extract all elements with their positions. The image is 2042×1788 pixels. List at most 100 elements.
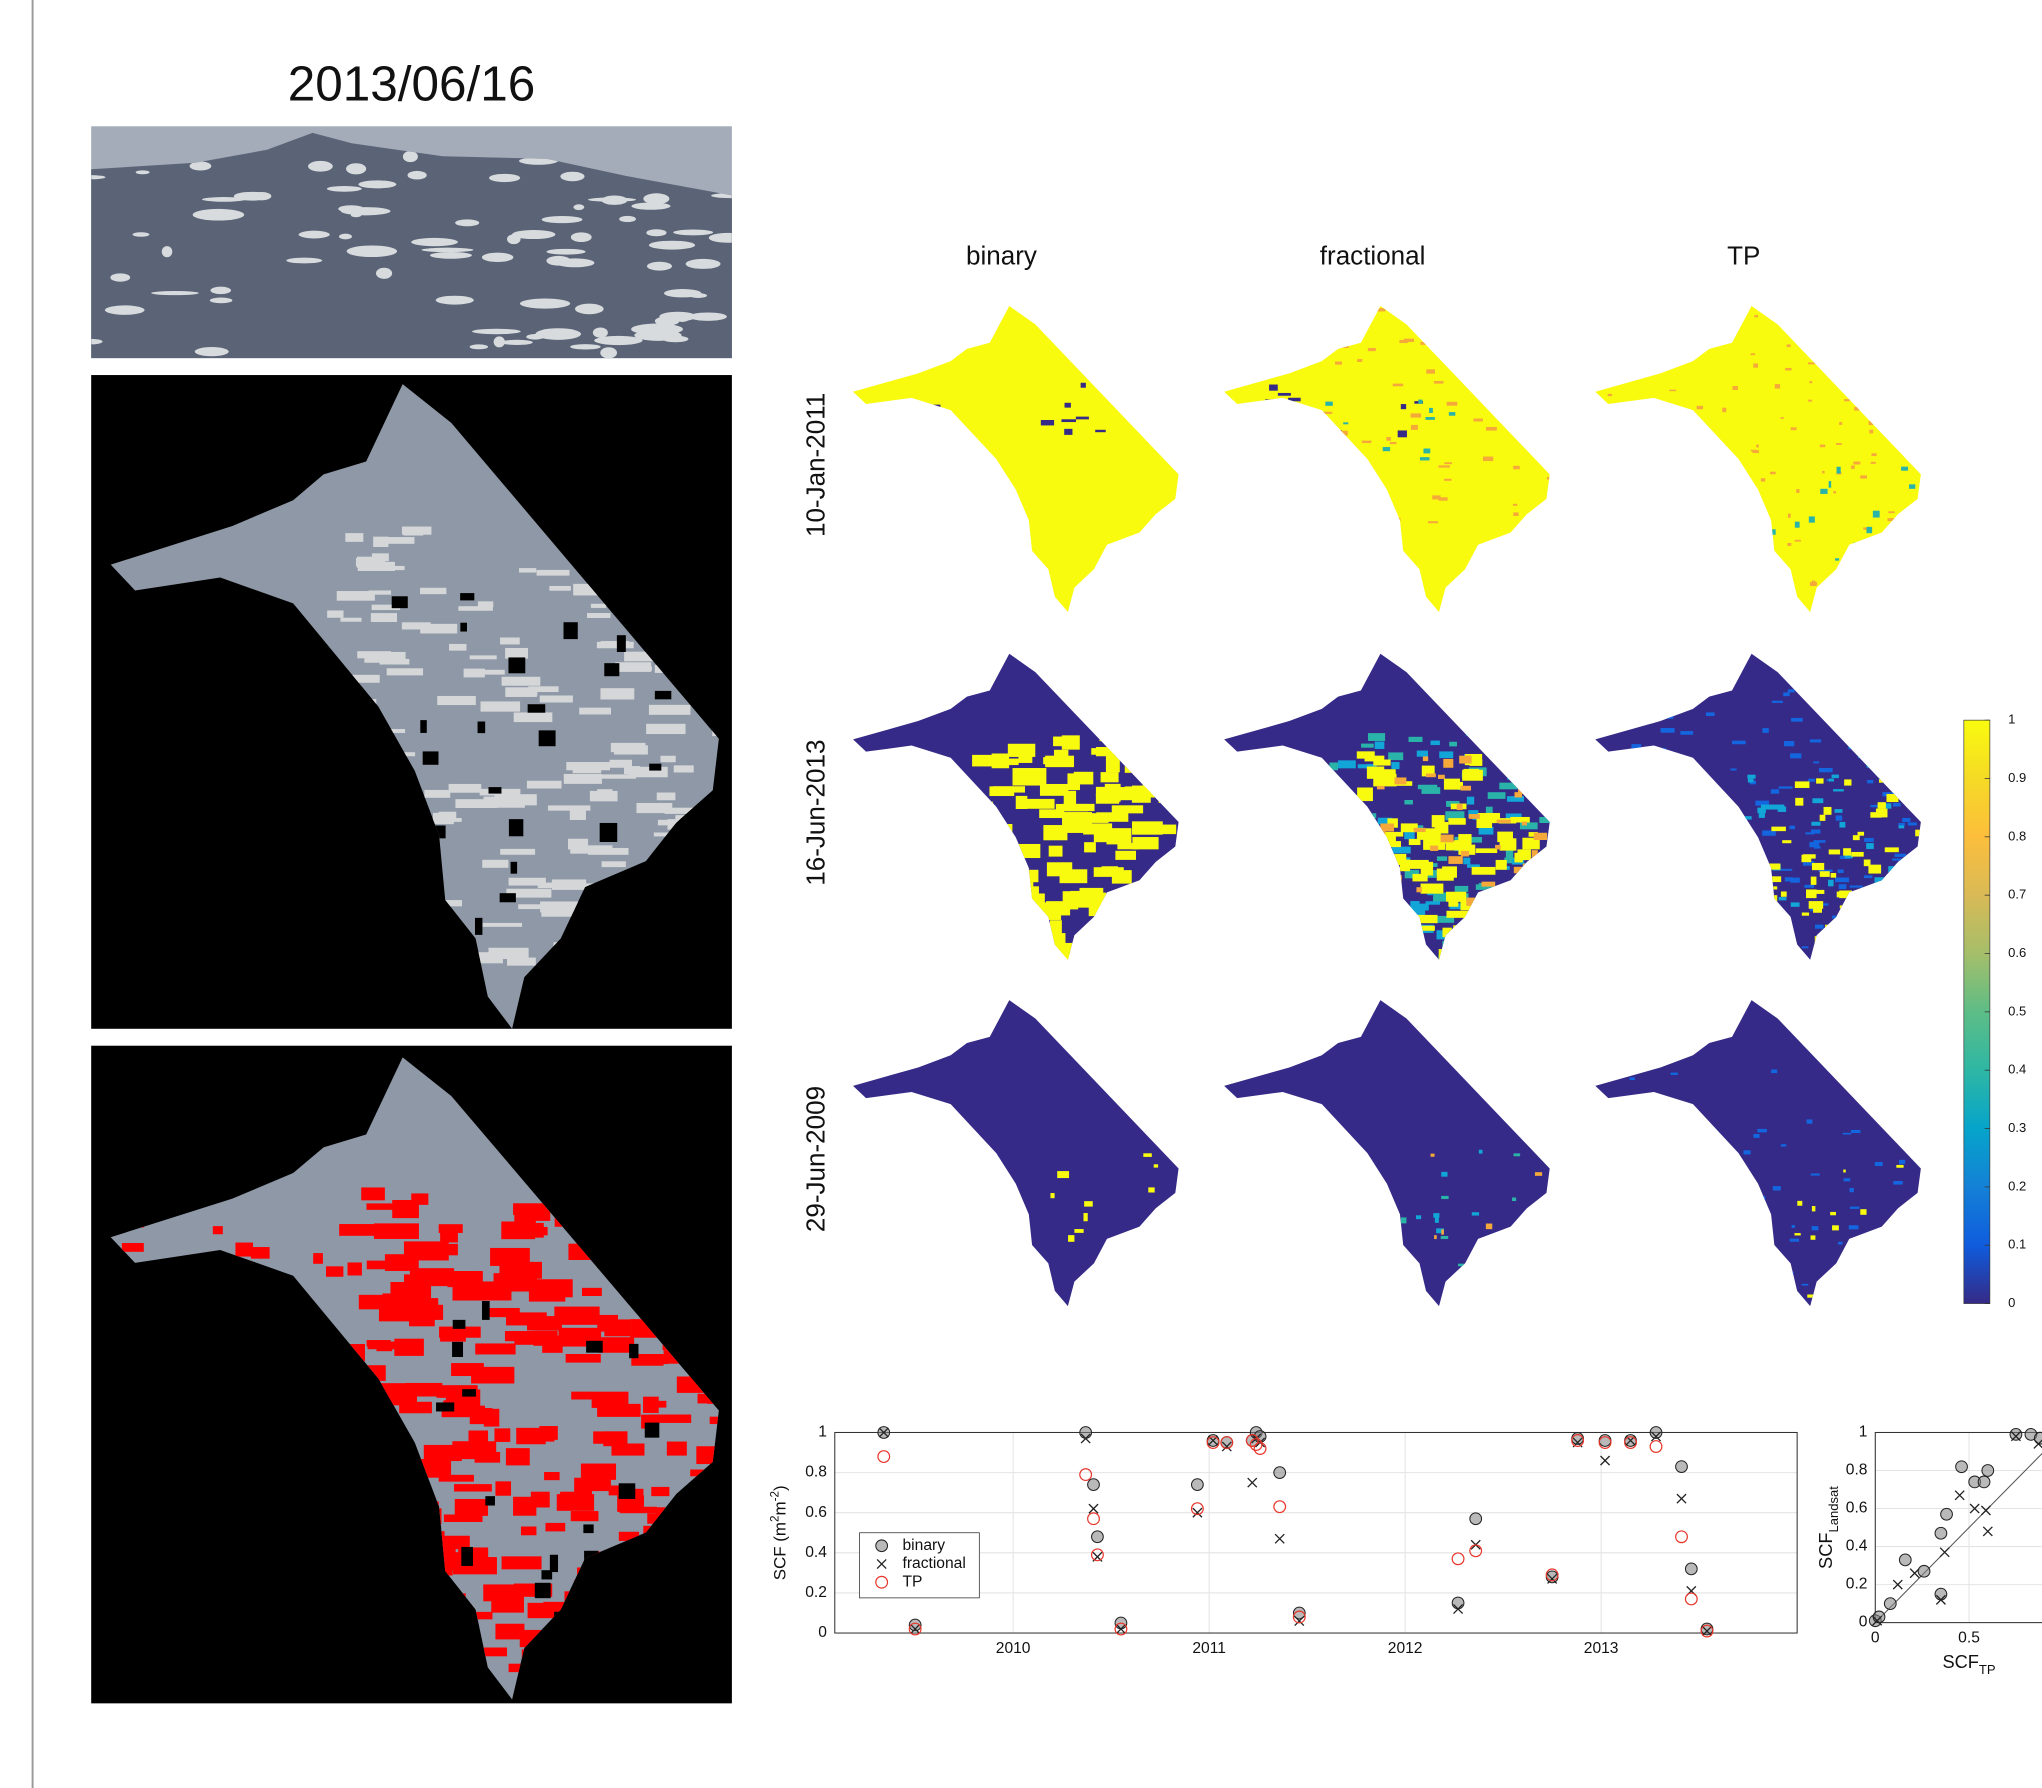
map-patch: [1417, 1274, 1422, 1281]
map-patch: [1614, 425, 1619, 427]
snow-streak: [403, 151, 418, 162]
map-patch: [1399, 934, 1416, 946]
map-patch: [1918, 809, 1929, 814]
map-patch: [1862, 546, 1866, 550]
map-patch: [983, 864, 996, 870]
snow-streak: [327, 186, 362, 192]
map-patch: [531, 1492, 550, 1508]
map-patch: [1688, 1230, 1694, 1232]
map-patch: [1858, 570, 1863, 574]
map-patch: [1265, 461, 1274, 465]
map-patch: [1823, 949, 1829, 955]
map-patch: [1492, 891, 1507, 899]
map-patch: [1420, 457, 1430, 460]
map-patch: [1504, 1304, 1508, 1307]
map-patch: [1908, 765, 1918, 767]
map-patch: [1876, 902, 1882, 909]
map-panel: [1224, 654, 1571, 970]
map-patch: [1510, 762, 1528, 767]
map-patch: [1672, 560, 1677, 563]
map-patch: [1067, 773, 1080, 790]
map-patch: [1906, 1284, 1913, 1286]
map-patch: [1779, 897, 1787, 900]
map-patch: [1358, 866, 1366, 872]
map-patch: [439, 1475, 474, 1482]
map-patch: [1631, 1285, 1637, 1288]
map-patch: [674, 765, 694, 772]
map-patch: [1616, 534, 1623, 537]
map-patch: [1439, 949, 1451, 960]
map-patch: [1838, 869, 1844, 873]
map-patch: [1885, 1239, 1889, 1242]
map-patch: [494, 794, 537, 805]
map-patch: [1797, 1201, 1802, 1206]
map-patch: [1854, 407, 1860, 411]
map-patch: [1534, 767, 1542, 776]
snow-streak: [79, 175, 106, 179]
map-patch: [1095, 430, 1105, 432]
map-patch: [1848, 743, 1858, 748]
map-patch: [1894, 337, 1897, 339]
map-patch: [1438, 955, 1452, 958]
map-patch: [1341, 342, 1348, 347]
map-patch: [1775, 384, 1780, 389]
snow-streak: [455, 219, 479, 226]
map-patch: [1430, 846, 1438, 851]
map-patch: [1902, 818, 1910, 822]
map-patch: [235, 1243, 253, 1257]
map-patch: [1653, 912, 1663, 914]
map-patch: [1350, 882, 1364, 890]
map-patch: [1533, 736, 1540, 744]
snow-streak: [573, 204, 584, 210]
snow-streak: [210, 287, 231, 294]
map-patch: [1874, 940, 1882, 943]
map-patch: [1096, 906, 1118, 924]
map-patch: [1652, 437, 1658, 439]
map-patch: [1618, 566, 1625, 570]
map-patch: [981, 934, 997, 952]
snow-streak: [588, 197, 636, 201]
map-patch: [1756, 445, 1759, 448]
map-patch: [1868, 724, 1880, 728]
map-patch: [1520, 609, 1524, 614]
snow-streak: [709, 233, 747, 243]
map-patch: [1783, 692, 1789, 696]
map-patch: [1669, 390, 1676, 392]
map-patch: [1442, 928, 1451, 937]
map-patch: [424, 790, 450, 798]
map-patch: [1094, 834, 1115, 842]
map-patch: [1881, 1287, 1885, 1290]
map-patch: [1154, 1164, 1158, 1167]
map-patch: [1682, 813, 1693, 816]
map-patch: [1893, 1181, 1903, 1185]
map-patch: [1756, 1238, 1760, 1240]
map-patch: [475, 918, 482, 935]
map-patch: [1641, 570, 1644, 574]
map-patch: [1754, 315, 1758, 317]
map-patch: [1135, 928, 1148, 936]
map-patch: [454, 1484, 492, 1491]
snow-streak: [195, 347, 229, 356]
map-patch: [1042, 902, 1061, 920]
map-patch: [1488, 792, 1506, 799]
map-patch: [1804, 885, 1814, 888]
map-patch: [475, 1452, 501, 1463]
map-patch: [1697, 406, 1703, 409]
map-patch: [1423, 449, 1430, 454]
map-patch: [1679, 946, 1691, 949]
map-patch: [386, 1388, 417, 1396]
map-patch: [1486, 1224, 1492, 1230]
map-patch: [1605, 954, 1619, 959]
map-patch: [1390, 442, 1397, 444]
map-patch: [1513, 504, 1517, 506]
map-patch: [1861, 937, 1874, 941]
map-patch: [1504, 949, 1513, 954]
map-patch: [1325, 402, 1332, 406]
map-patch: [213, 1226, 223, 1234]
map-patch: [1318, 593, 1324, 595]
map-patch: [1867, 761, 1879, 768]
snow-streak: [347, 245, 397, 257]
map-patch: [1809, 656, 1816, 660]
map-patch: [1169, 790, 1200, 808]
map-patch: [1497, 832, 1513, 843]
